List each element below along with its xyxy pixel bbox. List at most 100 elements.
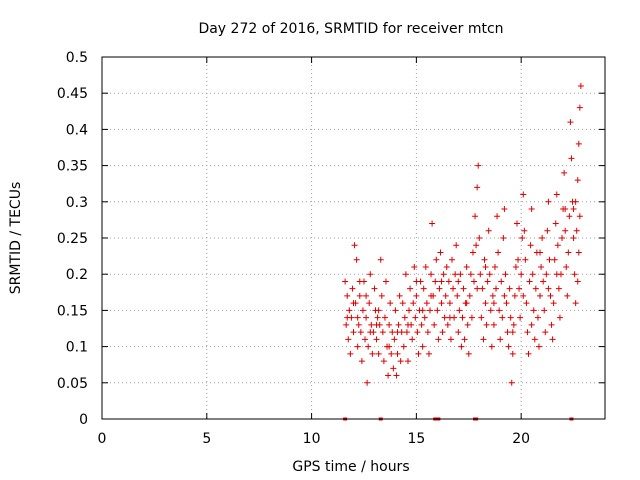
data-point: [563, 263, 570, 270]
y-tick-label: 0: [79, 412, 88, 428]
data-point: [436, 285, 443, 292]
data-point: [562, 206, 569, 213]
data-point: [415, 350, 422, 357]
data-point: [445, 278, 452, 285]
data-point: [394, 350, 401, 357]
data-point: [572, 198, 579, 205]
data-point: [374, 314, 381, 321]
data-point: [390, 365, 397, 372]
data-point: [457, 271, 464, 278]
data-point: [480, 336, 487, 343]
data-point: [379, 329, 386, 336]
data-point: [571, 271, 578, 278]
data-point: [479, 285, 486, 292]
data-point: [373, 336, 380, 343]
data-point: [487, 307, 494, 314]
data-point: [347, 350, 354, 357]
data-point: [575, 140, 582, 147]
chart-title: Day 272 of 2016, SRMTID for receiver mtc…: [198, 21, 503, 37]
data-point: [564, 292, 571, 299]
data-point: [349, 285, 356, 292]
data-point: [517, 314, 524, 321]
data-point: [453, 242, 460, 249]
data-point: [530, 307, 537, 314]
y-tick-labels: 0 0.05 0.1 0.15 0.2 0.25 0.3 0.35 0.4 0.45 0.5: [57, 50, 88, 428]
data-point: [518, 271, 525, 278]
x-tick-label: 5: [202, 431, 211, 447]
data-point: [455, 329, 462, 336]
data-point: [441, 314, 448, 321]
data-point: [387, 300, 394, 307]
data-point: [456, 307, 463, 314]
data-point: [343, 321, 350, 328]
data-point: [553, 271, 560, 278]
data-point: [570, 206, 577, 213]
data-point: [554, 242, 561, 249]
data-point: [573, 227, 580, 234]
data-point: [418, 321, 425, 328]
data-point: [521, 227, 528, 234]
data-point: [505, 343, 512, 350]
data-point: [490, 300, 497, 307]
data-point: [375, 350, 382, 357]
data-point: [485, 227, 492, 234]
x-axis-label: GPS time / hours: [292, 459, 409, 475]
data-point: [473, 242, 480, 249]
data-point: [477, 271, 484, 278]
data-point: [447, 336, 454, 343]
data-point: [481, 256, 488, 263]
data-point: [368, 321, 375, 328]
data-point: [378, 292, 385, 299]
data-point: [389, 329, 396, 336]
data-point: [355, 321, 362, 328]
data-point: [397, 358, 404, 365]
data-point: [488, 343, 495, 350]
data-point: [369, 350, 376, 357]
data-point: [365, 343, 372, 350]
data-point: [345, 336, 352, 343]
data-point: [446, 300, 453, 307]
data-point: [375, 307, 382, 314]
data-point: [574, 177, 581, 184]
data-point: [414, 329, 421, 336]
data-point: [516, 285, 523, 292]
data-point: [482, 263, 489, 270]
data-point: [522, 256, 529, 263]
data-point: [478, 314, 485, 321]
y-tick-label: 0.5: [66, 50, 88, 66]
data-point: [500, 235, 507, 241]
data-point: [404, 321, 411, 328]
data-point: [402, 271, 409, 278]
data-point: [350, 300, 357, 307]
data-point: [373, 321, 380, 328]
data-point: [508, 379, 515, 386]
data-point: [545, 285, 552, 292]
data-point: [498, 278, 505, 285]
data-point: [548, 321, 555, 328]
data-point: [404, 358, 411, 365]
data-point: [465, 350, 472, 357]
data-point: [353, 256, 360, 263]
data-point: [575, 249, 582, 256]
data-point: [501, 292, 508, 299]
data-point: [366, 300, 373, 307]
data-point: [424, 329, 431, 336]
data-point: [539, 235, 546, 241]
data-point: [429, 220, 436, 227]
data-point: [484, 278, 491, 285]
data-points: [342, 82, 584, 386]
y-tick-label: 0.3: [66, 195, 88, 211]
data-point: [410, 300, 417, 307]
x-tick-labels: 0 5 10 15 20: [98, 431, 531, 447]
data-point: [411, 263, 418, 270]
data-point: [570, 235, 577, 241]
data-point: [433, 256, 440, 263]
y-tick-label: 0.4: [66, 122, 88, 138]
y-tick-label: 0.35: [57, 159, 88, 175]
data-point: [354, 343, 361, 350]
x-tick-label: 20: [512, 431, 530, 447]
data-point: [431, 321, 438, 328]
data-point: [534, 314, 541, 321]
data-point: [567, 119, 574, 126]
data-point: [342, 278, 349, 285]
